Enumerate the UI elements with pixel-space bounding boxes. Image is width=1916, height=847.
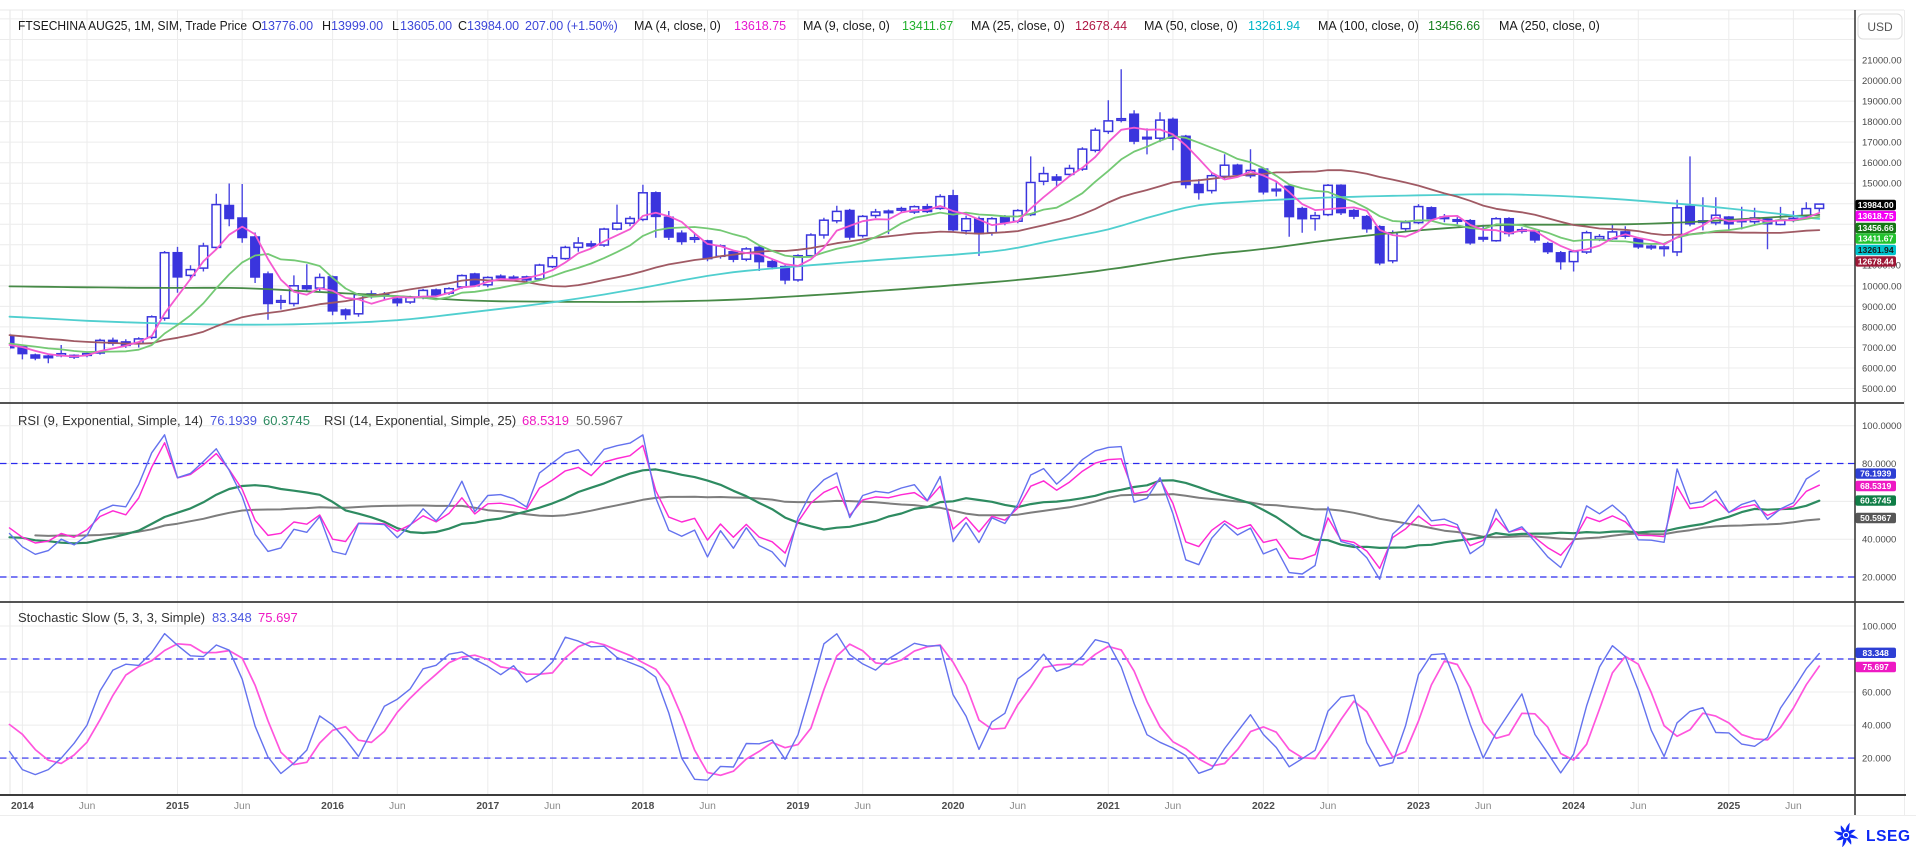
svg-text:Jun: Jun xyxy=(1785,801,1802,812)
svg-text:5000.00: 5000.00 xyxy=(1862,384,1896,395)
svg-text:13261.94: 13261.94 xyxy=(1248,19,1300,33)
svg-text:100.000: 100.000 xyxy=(1862,621,1896,632)
svg-text:13984.00: 13984.00 xyxy=(467,19,519,33)
svg-text:MA (9, close, 0): MA (9, close, 0) xyxy=(803,19,890,33)
svg-text:75.697: 75.697 xyxy=(258,610,298,625)
svg-text:15000.00: 15000.00 xyxy=(1862,179,1902,190)
svg-text:6000.00: 6000.00 xyxy=(1862,363,1896,374)
svg-text:13776.00: 13776.00 xyxy=(261,19,313,33)
svg-text:O: O xyxy=(252,19,262,33)
svg-text:20.000: 20.000 xyxy=(1862,754,1891,765)
svg-text:12678.44: 12678.44 xyxy=(1858,256,1894,266)
svg-text:2016: 2016 xyxy=(321,801,344,812)
svg-text:68.5319: 68.5319 xyxy=(1860,481,1891,491)
svg-text:13618.75: 13618.75 xyxy=(1858,211,1894,221)
svg-text:Jun: Jun xyxy=(1009,801,1026,812)
svg-text:10000.00: 10000.00 xyxy=(1862,281,1902,292)
svg-text:76.1939: 76.1939 xyxy=(210,413,257,428)
svg-text:13605.00: 13605.00 xyxy=(400,19,452,33)
svg-text:13411.67: 13411.67 xyxy=(902,19,953,33)
svg-text:Jun: Jun xyxy=(79,801,96,812)
svg-text:C: C xyxy=(458,19,467,33)
svg-text:83.348: 83.348 xyxy=(212,610,252,625)
svg-text:17000.00: 17000.00 xyxy=(1862,138,1902,149)
svg-text:60.3745: 60.3745 xyxy=(1860,496,1891,506)
svg-text:Jun: Jun xyxy=(699,801,716,812)
svg-text:Jun: Jun xyxy=(1320,801,1337,812)
svg-text:16000.00: 16000.00 xyxy=(1862,158,1902,169)
svg-text:Jun: Jun xyxy=(1630,801,1647,812)
svg-text:40.000: 40.000 xyxy=(1862,721,1891,732)
svg-text:2018: 2018 xyxy=(631,801,654,812)
svg-text:13984.00: 13984.00 xyxy=(1858,200,1894,210)
svg-text:60.3745: 60.3745 xyxy=(263,413,310,428)
svg-text:207.00 (+1.50%): 207.00 (+1.50%) xyxy=(525,19,618,33)
svg-text:Jun: Jun xyxy=(389,801,406,812)
svg-text:13456.66: 13456.66 xyxy=(1858,223,1894,233)
svg-text:H: H xyxy=(322,19,331,33)
svg-text:2017: 2017 xyxy=(476,801,499,812)
svg-text:13999.00: 13999.00 xyxy=(331,19,383,33)
svg-text:2023: 2023 xyxy=(1407,801,1430,812)
svg-text:USD: USD xyxy=(1867,20,1893,34)
svg-text:Jun: Jun xyxy=(1165,801,1182,812)
svg-text:MA (250, close, 0): MA (250, close, 0) xyxy=(1499,19,1600,33)
svg-text:2024: 2024 xyxy=(1562,801,1585,812)
svg-text:Stochastic Slow (5, 3, 3, Simp: Stochastic Slow (5, 3, 3, Simple) xyxy=(18,610,205,625)
svg-text:60.000: 60.000 xyxy=(1862,687,1891,698)
svg-text:75.697: 75.697 xyxy=(1863,662,1890,672)
svg-text:50.5967: 50.5967 xyxy=(1860,513,1891,523)
svg-text:13261.94: 13261.94 xyxy=(1858,245,1894,255)
svg-text:RSI (14, Exponential, Simple,: RSI (14, Exponential, Simple, 25) xyxy=(324,413,516,428)
svg-text:2014: 2014 xyxy=(11,801,34,812)
svg-text:13411.67: 13411.67 xyxy=(1858,234,1894,244)
svg-text:Jun: Jun xyxy=(544,801,561,812)
svg-text:Jun: Jun xyxy=(1475,801,1492,812)
svg-text:12678.44: 12678.44 xyxy=(1075,19,1127,33)
svg-text:8000.00: 8000.00 xyxy=(1862,322,1896,333)
svg-text:Jun: Jun xyxy=(854,801,871,812)
svg-text:20000.00: 20000.00 xyxy=(1862,76,1902,87)
svg-text:13456.66: 13456.66 xyxy=(1428,19,1480,33)
svg-text:MA (4, close, 0): MA (4, close, 0) xyxy=(634,19,721,33)
svg-text:68.5319: 68.5319 xyxy=(522,413,569,428)
svg-text:LSEG: LSEG xyxy=(1866,828,1911,845)
svg-text:Jun: Jun xyxy=(234,801,251,812)
svg-text:MA (100, close, 0): MA (100, close, 0) xyxy=(1318,19,1419,33)
svg-text:2020: 2020 xyxy=(942,801,965,812)
svg-text:2019: 2019 xyxy=(787,801,810,812)
svg-text:19000.00: 19000.00 xyxy=(1862,97,1902,108)
svg-text:21000.00: 21000.00 xyxy=(1862,55,1902,66)
svg-text:FTSECHINA AUG25, 1M, SIM, Trad: FTSECHINA AUG25, 1M, SIM, Trade Price xyxy=(18,19,247,33)
svg-text:2015: 2015 xyxy=(166,801,189,812)
svg-text:RSI (9, Exponential, Simple, 1: RSI (9, Exponential, Simple, 14) xyxy=(18,413,203,428)
svg-text:2025: 2025 xyxy=(1717,801,1740,812)
svg-text:9000.00: 9000.00 xyxy=(1862,302,1896,313)
svg-text:40.0000: 40.0000 xyxy=(1862,535,1896,546)
svg-text:7000.00: 7000.00 xyxy=(1862,343,1896,354)
svg-text:2022: 2022 xyxy=(1252,801,1275,812)
svg-text:18000.00: 18000.00 xyxy=(1862,117,1902,128)
svg-text:2021: 2021 xyxy=(1097,801,1120,812)
svg-text:L: L xyxy=(392,19,399,33)
svg-text:13618.75: 13618.75 xyxy=(734,19,786,33)
svg-text:80.0000: 80.0000 xyxy=(1862,459,1896,470)
svg-text:76.1939: 76.1939 xyxy=(1860,469,1891,479)
svg-text:MA (50, close, 0): MA (50, close, 0) xyxy=(1144,19,1238,33)
svg-text:MA (25, close, 0): MA (25, close, 0) xyxy=(971,19,1065,33)
svg-text:100.0000: 100.0000 xyxy=(1862,421,1902,432)
svg-text:20.0000: 20.0000 xyxy=(1862,572,1896,583)
svg-text:50.5967: 50.5967 xyxy=(576,413,623,428)
svg-text:83.348: 83.348 xyxy=(1863,648,1890,658)
